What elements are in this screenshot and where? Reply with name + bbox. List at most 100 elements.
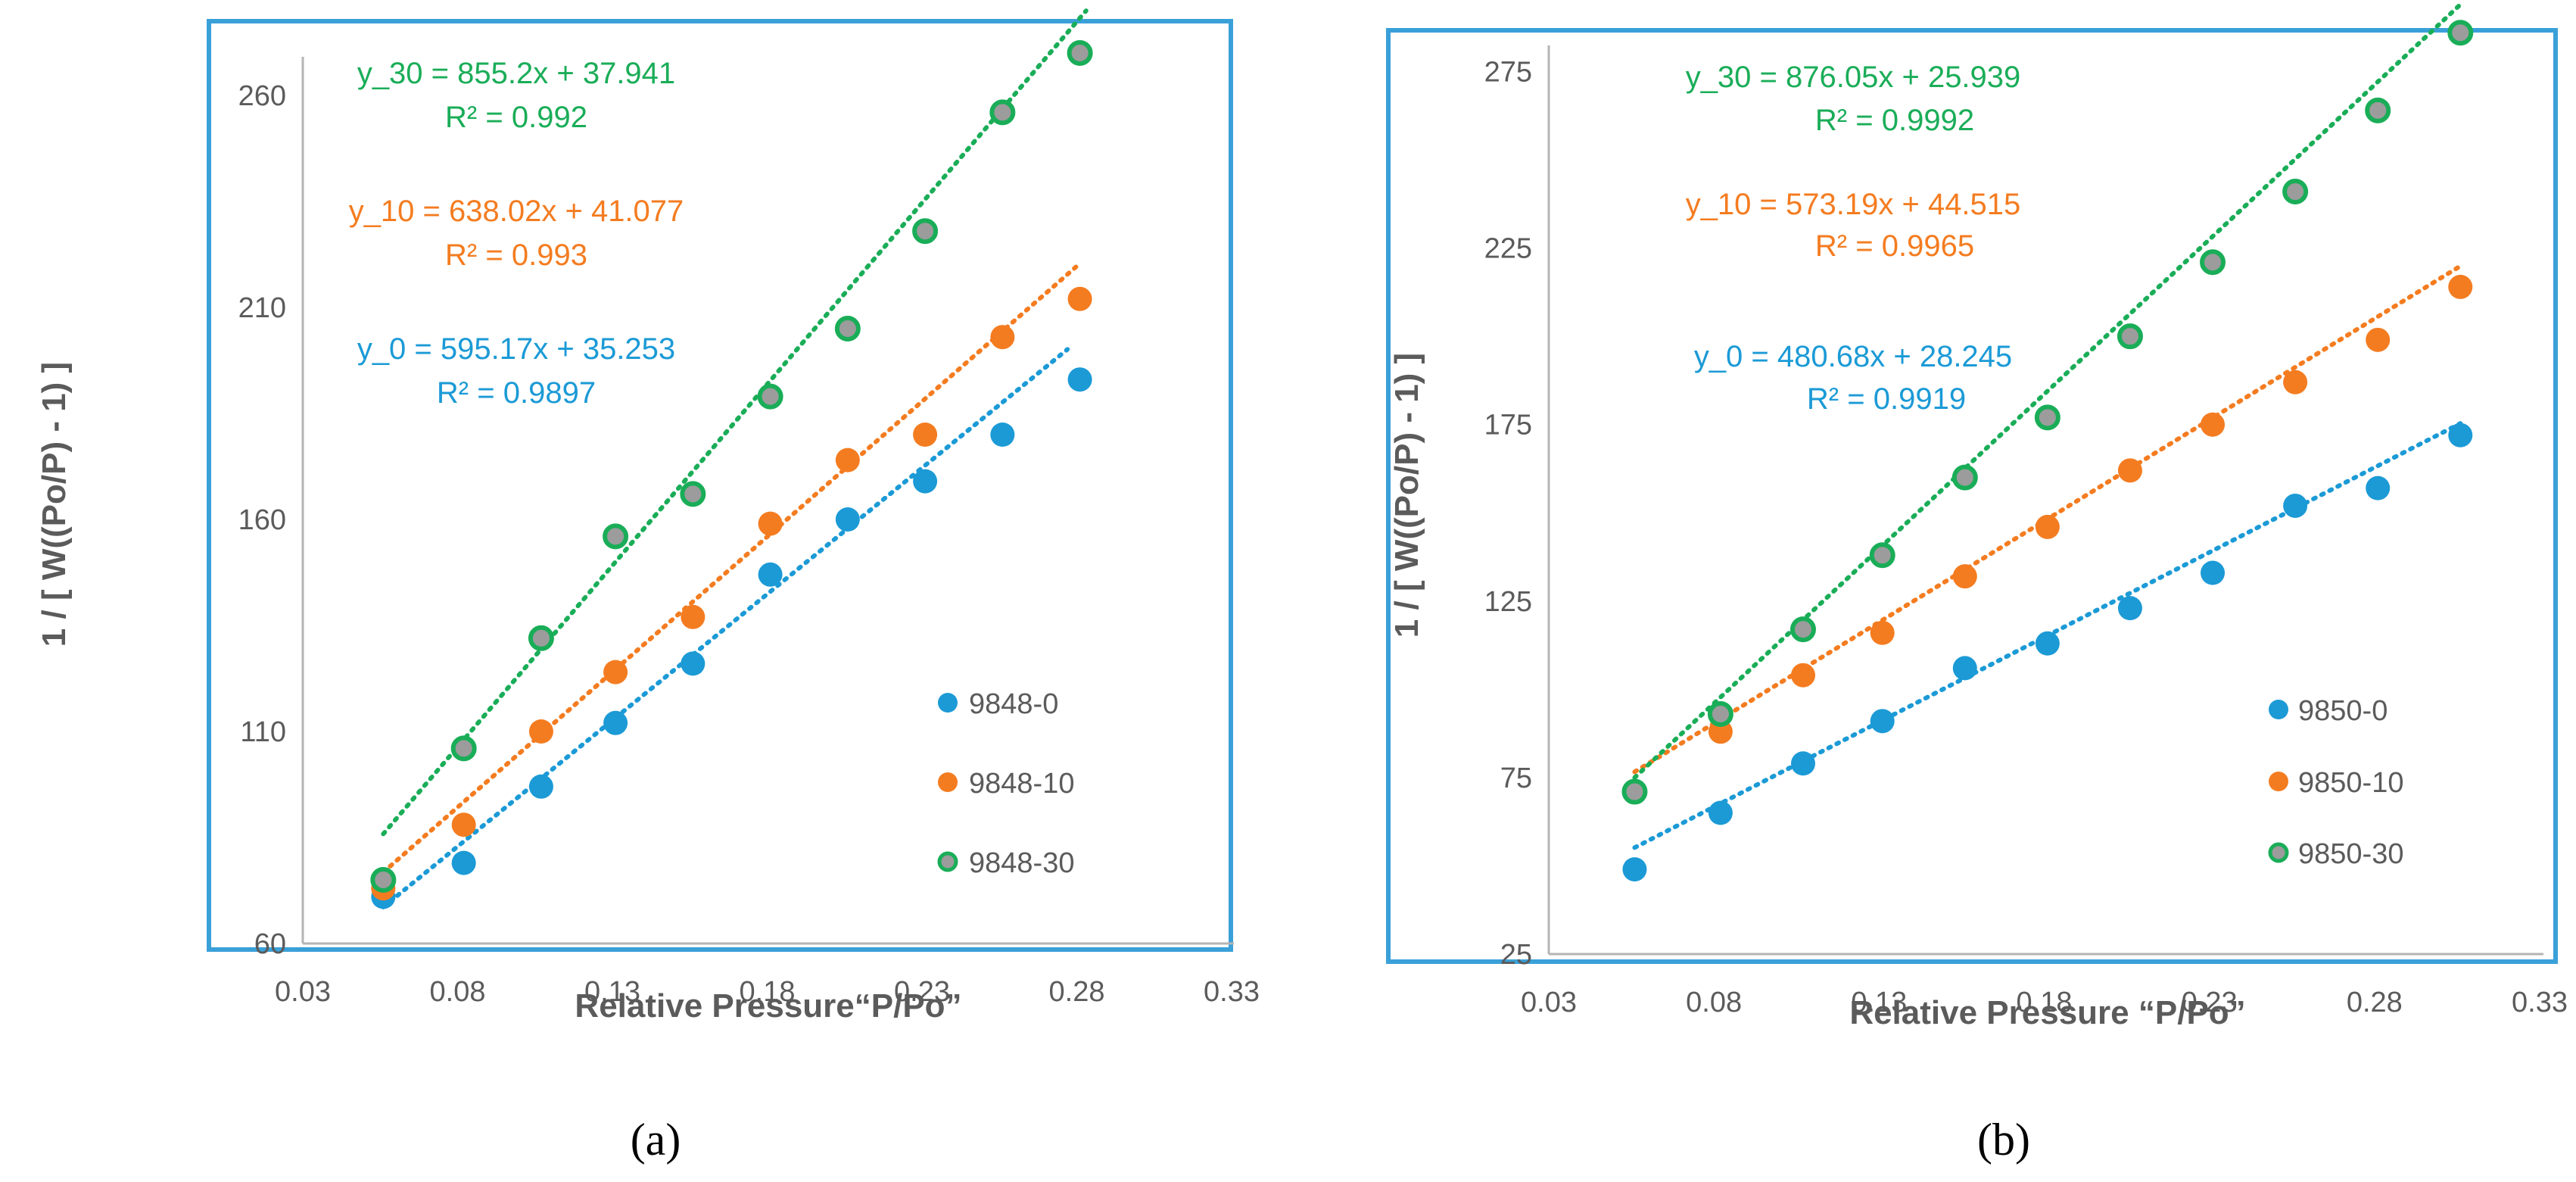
panel-a-legend-marker-10 <box>938 772 958 792</box>
panel-b-x-tick-label: 0.03 <box>1521 987 1577 1018</box>
panel-b-point-s10 <box>1870 620 1895 645</box>
panel-b-point-s30 <box>2200 249 2226 276</box>
panel-b-y-tick-label: 275 <box>1484 57 1532 89</box>
panel-b-point-s0 <box>2201 560 2226 585</box>
panel-b-axes <box>1547 45 2543 956</box>
panel-a-point-s10 <box>603 660 628 685</box>
panel-b-point-s10 <box>2035 514 2060 539</box>
panel-a-point-s10 <box>913 423 938 447</box>
panel-b-caption: (b) <box>1977 1115 2030 1165</box>
panel-b-point-s0 <box>2283 493 2308 518</box>
panel-b-r2-y30: R² = 0.9992 <box>1815 104 1974 137</box>
panel-b-x-tick-label: 0.18 <box>2017 987 2073 1018</box>
panel-b-point-s0 <box>2035 631 2060 656</box>
panel-a-trendline-s30 <box>381 8 1089 837</box>
panel-b-point-s0 <box>1870 709 1895 734</box>
panel-b-r2-y0: R² = 0.9919 <box>1807 382 1966 416</box>
panel-a-equation-y0: y_0 = 595.17x + 35.253 <box>357 332 675 366</box>
panel-a-point-s10 <box>451 812 476 837</box>
panel-a-point-s10 <box>681 604 706 629</box>
panel-b-frame <box>1386 28 2558 964</box>
panel-a-legend-marker-0 <box>938 693 958 713</box>
panel-b-x-tick-label: 0.13 <box>1851 987 1907 1018</box>
panel-a-y-tick-label: 110 <box>240 716 286 748</box>
panel-a-x-tick-labels: 0.03 0.08 0.13 0.18 0.23 0.28 0.33 <box>275 976 1260 1008</box>
panel-b-point-s10 <box>2117 458 2142 483</box>
panel-b-x-tick-label: 0.23 <box>2182 987 2238 1018</box>
panel-a-x-tick-label: 0.18 <box>740 976 796 1008</box>
panel-b-equation-y30: y_30 = 876.05x + 25.939 <box>1686 61 2021 94</box>
panel-b-point-s30 <box>1951 464 1978 491</box>
panel-b-legend-marker-0 <box>2269 700 2288 719</box>
panel-a-point-s0 <box>835 507 860 532</box>
panel-b-legend: 9850-0 9850-10 9850-30 <box>2268 695 2403 870</box>
panel-a-legend-label-30: 9848-30 <box>969 847 1074 879</box>
panel-a-r2-y0: R² = 0.9897 <box>437 376 596 410</box>
panel-b-point-s30 <box>2117 323 2143 350</box>
panel-b-legend-label-10: 9850-10 <box>2298 767 2403 799</box>
panel-a-point-s30 <box>989 99 1016 126</box>
panel-b-trendline-s30 <box>1632 2 2463 780</box>
panel-b-point-s10 <box>1790 663 1815 688</box>
panel-b-point-s0 <box>2366 476 2391 501</box>
panel-a-x-tick-label: 0.08 <box>430 976 486 1008</box>
panel-b-point-s30 <box>2282 179 2309 205</box>
panel-b-point-s0 <box>1952 656 1977 681</box>
panel-a-legend-label-0: 9848-0 <box>969 688 1058 720</box>
panel-a-point-s30 <box>680 481 706 507</box>
panel-a-trendline-s10 <box>381 264 1079 875</box>
panel-a-point-s10 <box>758 511 783 536</box>
panel-a-point-s30 <box>528 625 554 651</box>
panel-b-point-s10 <box>2201 412 2226 437</box>
panel-b-y-axis-title: 1 / [ W((Po/P) - 1) ] <box>1388 353 1425 638</box>
panel-b-point-s30 <box>1707 700 1733 727</box>
panel-a-y-tick-label: 260 <box>238 80 286 112</box>
panel-b-legend-label-30: 9850-30 <box>2298 838 2403 870</box>
panel-b-point-s10 <box>2448 274 2473 299</box>
panel-a-y-tick-label: 210 <box>238 292 286 324</box>
panel-b-point-s30 <box>2365 97 2391 123</box>
panel-b-x-axis-title: Relative Pressure “P/Po” <box>1849 994 2245 1031</box>
panel-b-legend-label-0: 9850-0 <box>2298 695 2388 727</box>
panel-b-y-tick-label: 75 <box>1500 763 1532 794</box>
panel-a-x-tick-label: 0.33 <box>1204 976 1260 1008</box>
panel-a-point-s10 <box>835 448 860 472</box>
panel-a-point-s10 <box>528 719 553 744</box>
panel-b-point-s10 <box>1708 719 1733 744</box>
panel-b-point-s0 <box>1790 751 1815 776</box>
panel-a-point-s0 <box>681 651 706 676</box>
panel-a-equation-y10: y_10 = 638.02x + 41.077 <box>349 195 684 228</box>
panel-a-equation-y30: y_30 = 855.2x + 37.941 <box>357 57 675 90</box>
panel-a-frame <box>207 19 1233 952</box>
panel-b-x-tick-label: 0.28 <box>2347 987 2403 1018</box>
panel-b-point-s0 <box>2117 596 2142 621</box>
panel-a-point-s30 <box>912 218 939 245</box>
panel-a-data-points <box>370 40 1093 909</box>
panel-b-y-tick-label: 225 <box>1484 233 1532 265</box>
panel-b: 25 75 125 175 225 275 0.03 0.08 0.13 0.18 0.23 0.2… <box>1386 2 2568 1165</box>
panel-a-point-s30 <box>603 523 629 550</box>
panel-a-point-s10 <box>990 325 1015 350</box>
panel-b-point-s10 <box>1952 564 1977 589</box>
panel-a-legend-label-10: 9848-10 <box>969 768 1074 800</box>
panel-a-x-axis-title: Relative Pressure“P/Po” <box>575 987 961 1025</box>
panel-a-y-axis-title: 1 / [ W((Po/P) - 1) ] <box>36 362 73 647</box>
panel-a-point-s0 <box>758 562 783 587</box>
panel-a-point-s10 <box>1067 286 1092 311</box>
panel-a-y-tick-label: 160 <box>238 504 286 536</box>
panel-a-point-s0 <box>451 850 476 875</box>
panel-b-point-s30 <box>2034 404 2060 431</box>
panel-b-point-s0 <box>2448 423 2473 448</box>
panel-b-point-s10 <box>2283 370 2308 395</box>
panel-b-point-s30 <box>1621 778 1648 805</box>
panel-b-y-tick-label: 25 <box>1500 939 1532 971</box>
panel-b-y-tick-labels: 25 75 125 175 225 275 <box>1484 57 1532 971</box>
panel-b-legend-marker-30 <box>2268 842 2289 863</box>
panel-a-point-s0 <box>603 710 628 735</box>
panel-b-y-tick-label: 175 <box>1484 410 1532 441</box>
panel-b-point-s10 <box>2366 327 2391 352</box>
panel-b-point-s30 <box>2447 20 2474 46</box>
panel-a-point-s30 <box>757 383 783 410</box>
